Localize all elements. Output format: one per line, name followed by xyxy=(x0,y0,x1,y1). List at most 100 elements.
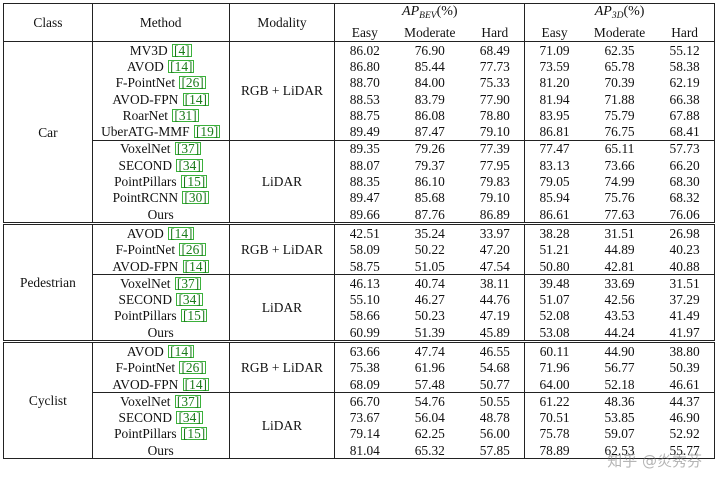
value-cell: 86.81 xyxy=(539,124,570,140)
modality-cell: LiDAR xyxy=(229,139,336,224)
value-cell: 76.90 xyxy=(414,42,445,58)
value-cell: 50.39 xyxy=(655,359,716,376)
table-row: PointPillars [15] 58.66 50.23 47.19 52.08 43.… xyxy=(4,307,716,325)
header-ap-bev-base: AP xyxy=(402,4,420,19)
table-row: SECOND [34] 88.07 79.37 77.95 83.13 73.66 66.2… xyxy=(4,157,716,174)
value-cell: 38.11 xyxy=(465,274,526,292)
table-row: PointPillars [15] 88.35 86.10 79.83 79.05 74.… xyxy=(4,173,716,190)
value-cell: 86.10 xyxy=(414,174,445,190)
table-row: VoxelNet [37] LiDAR 66.70 54.76 50.55 61.22 48… xyxy=(4,392,716,459)
citation-link[interactable]: [37] xyxy=(174,393,202,409)
citation-link[interactable]: [26] xyxy=(179,75,206,91)
citation-link[interactable]: [34] xyxy=(176,157,203,173)
value-cell: 47.54 xyxy=(465,257,526,275)
method-name: Ours xyxy=(147,206,174,222)
citation-link[interactable]: [19] xyxy=(193,124,221,140)
value-cell: 87.76 xyxy=(414,206,445,222)
value-cell: 65.32 xyxy=(414,442,445,458)
header-bev-easy: Easy xyxy=(334,24,395,42)
citation-link[interactable]: [14] xyxy=(168,58,195,74)
header-3d-moderate: Moderate xyxy=(583,24,656,42)
table-row: UberATG-MMF [19] 89.49 87.47 79.10 86.81 76.7… xyxy=(4,123,716,141)
value-cell: 65.78 xyxy=(604,58,635,74)
value-cell: 44.89 xyxy=(604,242,635,258)
table-row: AVOD-FPN [14] 88.53 83.79 77.90 81.94 71.88 66… xyxy=(4,90,716,108)
value-cell: 62.25 xyxy=(414,426,445,442)
method-name: SECOND xyxy=(118,157,173,173)
citation-link[interactable]: [34] xyxy=(176,292,203,308)
value-cell: 35.24 xyxy=(394,222,466,242)
value-cell: 71.96 xyxy=(539,360,570,376)
table-row: Pedestrian AVOD [14] RGB + LiDAR 42.51 35.24… xyxy=(3,222,716,342)
header-ap-3d: AP3D(%) xyxy=(524,3,715,24)
value-cell: 79.10 xyxy=(465,123,526,141)
value-cell: 31.51 xyxy=(655,274,716,292)
value-cell: 66.20 xyxy=(655,157,716,174)
value-cell: 84.00 xyxy=(414,75,445,91)
value-cell: 48.36 xyxy=(583,392,656,410)
table-row: Car MV3D [4] RGB + LiDAR 86.02 76.90 68.49 71.… xyxy=(3,41,716,224)
method-cell: AVOD [14] xyxy=(92,58,230,75)
citation-link[interactable]: [14] xyxy=(168,343,195,359)
value-cell: 53.85 xyxy=(604,410,635,426)
table-row: F-PointNet [26] 75.38 61.96 54.68 71.96 56.77… xyxy=(4,359,716,376)
value-cell: 71.88 xyxy=(604,91,635,107)
value-cell: 46.61 xyxy=(655,375,716,393)
value-cell: 50.22 xyxy=(414,242,445,258)
citation-link[interactable]: [14] xyxy=(168,225,195,241)
value-cell: 56.00 xyxy=(465,425,526,443)
value-cell: 68.30 xyxy=(655,173,716,190)
value-cell: 42.51 xyxy=(334,222,395,242)
value-cell: 66.70 xyxy=(334,392,395,410)
citation-link[interactable]: [14] xyxy=(182,258,209,274)
value-cell: 46.55 xyxy=(465,340,526,360)
table-row: SECOND [34] 55.10 46.27 44.76 51.07 42.56 37.2… xyxy=(4,291,716,308)
citation-link[interactable]: [26] xyxy=(179,360,206,376)
citation-link[interactable]: [37] xyxy=(174,275,202,291)
value-cell: 75.78 xyxy=(539,426,570,442)
class-cell: Pedestrian xyxy=(3,222,93,342)
citation-link[interactable]: [37] xyxy=(174,141,202,157)
value-cell: 62.53 xyxy=(604,442,635,458)
citation-link[interactable]: [34] xyxy=(176,410,203,426)
citation-link[interactable]: [15] xyxy=(180,308,208,324)
modality-cell: RGB + LiDAR xyxy=(229,41,336,141)
citation-link[interactable]: [14] xyxy=(182,376,209,392)
citation-link[interactable]: [14] xyxy=(182,91,209,107)
citation-link[interactable]: [30] xyxy=(182,190,209,206)
method-cell: PointPillars [15] xyxy=(92,173,230,190)
citation-link[interactable]: [15] xyxy=(180,426,208,442)
method-name: RoarNet xyxy=(122,107,169,123)
method-name: SECOND xyxy=(118,292,173,308)
citation-link[interactable]: [15] xyxy=(180,174,208,190)
value-cell: 57.48 xyxy=(414,376,445,392)
citation-link[interactable]: [31] xyxy=(172,107,199,123)
table-row: Ours 81.04 65.32 57.85 78.89 62.53 55.77 xyxy=(4,442,716,459)
value-cell: 45.89 xyxy=(465,324,526,342)
value-cell: 60.99 xyxy=(349,324,380,340)
value-cell: 68.32 xyxy=(655,189,716,206)
citation-link[interactable]: [4] xyxy=(172,42,192,58)
header-ap-3d-base: AP xyxy=(594,4,612,19)
method-cell: UberATG-MMF [19] xyxy=(92,123,230,141)
value-cell: 47.19 xyxy=(465,307,526,325)
value-cell: 50.23 xyxy=(414,308,445,324)
value-cell: 50.77 xyxy=(465,375,526,393)
value-cell: 39.48 xyxy=(524,274,584,292)
table-row: Cyclist AVOD [14] RGB + LiDAR 63.66 47.74 46.… xyxy=(3,340,716,459)
modality-cell: RGB + LiDAR xyxy=(229,340,336,393)
method-name: F-PointNet xyxy=(115,242,176,258)
method-name: UberATG-MMF xyxy=(101,124,190,140)
value-cell: 40.88 xyxy=(655,257,716,275)
method-name: Ours xyxy=(147,442,174,458)
value-cell: 77.39 xyxy=(465,139,526,158)
method-cell: F-PointNet [26] xyxy=(92,241,230,258)
value-cell: 58.09 xyxy=(349,242,380,258)
value-cell: 40.23 xyxy=(655,241,716,258)
value-cell: 75.76 xyxy=(604,190,635,206)
citation-link[interactable]: [26] xyxy=(179,242,206,258)
value-cell: 58.38 xyxy=(655,58,716,75)
value-cell: 40.74 xyxy=(394,274,466,292)
header-ap-bev: APBEV(%) xyxy=(334,3,526,24)
header-bev-hard: Hard xyxy=(465,24,526,42)
